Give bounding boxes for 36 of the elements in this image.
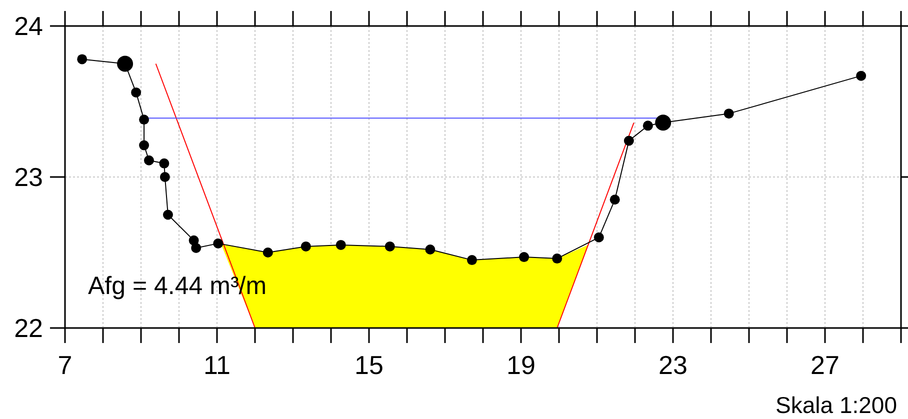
point <box>642 120 653 131</box>
point <box>162 210 173 220</box>
point <box>724 108 734 119</box>
x-tick-label: 15 <box>354 350 384 380</box>
x-tick-label: 11 <box>204 350 230 380</box>
point <box>425 244 436 254</box>
point <box>466 255 477 266</box>
point <box>117 56 134 72</box>
point <box>262 248 273 258</box>
y-tick-label: 23 <box>14 162 43 192</box>
point <box>336 240 346 250</box>
point <box>552 254 562 264</box>
point <box>131 87 142 98</box>
point <box>300 241 311 252</box>
y-tick-label: 24 <box>14 11 43 41</box>
point <box>139 114 150 125</box>
point <box>77 54 88 64</box>
x-tick-label: 19 <box>506 350 536 380</box>
x-tick-label: 27 <box>810 350 840 380</box>
point <box>594 232 604 242</box>
point <box>213 238 224 248</box>
point <box>655 114 672 131</box>
point <box>610 194 620 205</box>
point <box>160 172 170 182</box>
point <box>384 241 395 252</box>
x-tick-label: 23 <box>658 350 688 380</box>
point <box>856 70 866 81</box>
text: Skala 1:200 <box>776 392 897 418</box>
y-tick-label: 22 <box>14 313 43 343</box>
point <box>519 252 530 262</box>
point <box>191 242 202 253</box>
point <box>159 158 170 168</box>
point <box>139 140 150 150</box>
point <box>624 136 634 146</box>
x-tick-label: 7 <box>58 350 72 380</box>
point <box>144 155 154 166</box>
